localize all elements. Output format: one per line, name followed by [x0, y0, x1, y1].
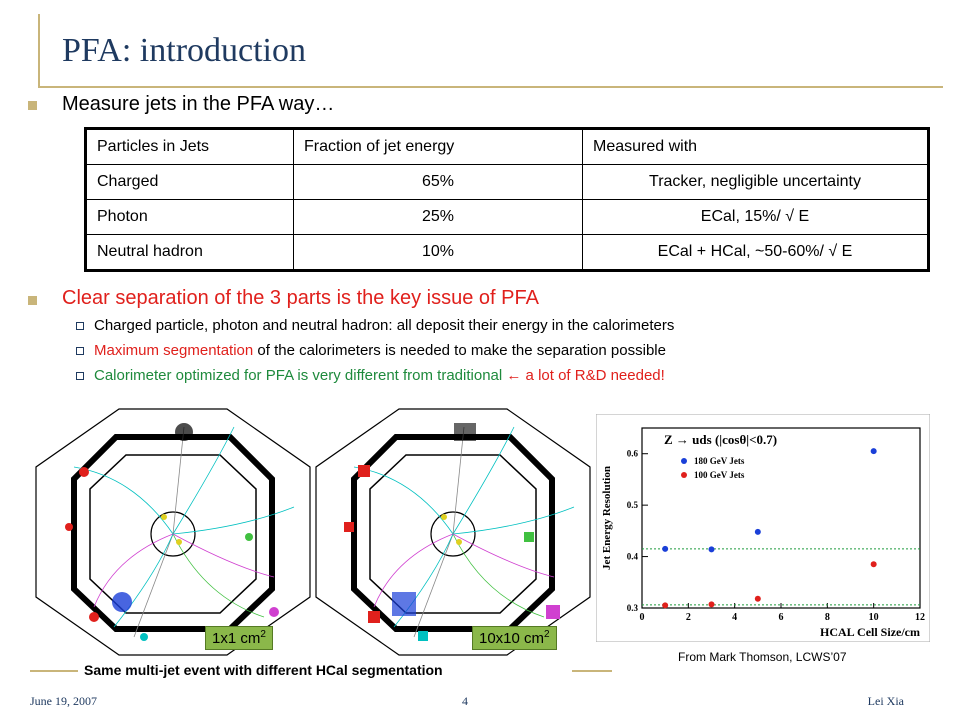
sub-bullet-segmentation: Maximum segmentation of the calorimeters… [76, 342, 666, 359]
caption-rule-right [572, 670, 612, 672]
sub-bullet-deposit: Charged particle, photon and neutral had… [76, 317, 674, 334]
x-tick-label: 10 [869, 612, 879, 623]
sub-bullet-optimized-red: a lot of R&D needed! [521, 367, 665, 384]
table-header-row: Particles in Jets Fraction of jet energy… [85, 128, 929, 165]
header-fraction: Fraction of jet energy [293, 128, 583, 165]
sub-bullet-box-icon [76, 321, 84, 330]
bullet-marker [28, 296, 37, 305]
figure-credit: From Mark Thomson, LCWS’07 [678, 650, 847, 664]
caption-rule-left [30, 670, 78, 672]
data-point [662, 602, 669, 609]
sub-bullet-deposit-text: Charged particle, photon and neutral had… [94, 317, 675, 334]
slide-title: PFA: introduction [62, 32, 306, 69]
cell-fraction: 10% [293, 234, 583, 271]
data-point [708, 546, 715, 553]
segmentation-label-coarse-text: 10x10 cm [479, 630, 545, 647]
left-arrow-icon: ← [506, 367, 522, 384]
sub-bullet-segmentation-red: Maximum segmentation [94, 342, 254, 359]
segmentation-label-fine-sup: 2 [260, 629, 266, 640]
title-accent-vertical [38, 14, 40, 88]
x-tick-label: 12 [915, 612, 925, 623]
sub-bullet-box-icon [76, 346, 84, 355]
x-tick-label: 0 [640, 612, 645, 623]
bullet-clear-separation: Clear separation of the 3 parts is the k… [62, 287, 539, 309]
segmentation-label-coarse: 10x10 cm2 [472, 626, 557, 650]
header-particles: Particles in Jets [85, 128, 294, 165]
bullet-marker [28, 101, 37, 110]
data-point [708, 601, 715, 608]
cell-measured: Tracker, negligible uncertainty [582, 164, 929, 200]
footer-date: June 19, 2007 [30, 694, 97, 708]
data-point [870, 561, 877, 568]
legend-label: 100 GeV Jets [694, 470, 745, 480]
chart-title: Z → uds (|cosθ|<0.7) [664, 432, 777, 447]
cell-fraction: 65% [293, 164, 583, 200]
sub-bullet-box-icon [76, 371, 84, 380]
data-point [754, 528, 761, 535]
legend-marker [681, 458, 687, 464]
data-point [754, 595, 761, 602]
segmentation-label-fine-text: 1x1 cm [212, 630, 261, 647]
cell-measured: ECal + HCal, ~50-60%/ √ E [582, 234, 929, 271]
x-tick-label: 6 [779, 612, 784, 623]
legend-marker [681, 472, 687, 478]
particle-table: Particles in Jets Fraction of jet energy… [84, 127, 930, 272]
x-tick-label: 8 [825, 612, 830, 623]
cell-particle: Neutral hadron [85, 234, 294, 271]
resolution-chart: Jet Energy Resolution HCAL Cell Size/cm … [596, 414, 930, 642]
table-row: Photon 25% ECal, 15%/ √ E [85, 199, 929, 235]
x-tick-label: 4 [732, 612, 737, 623]
event-display-fine [35, 408, 311, 656]
sub-bullet-segmentation-rest: of the calorimeters is needed to make th… [253, 342, 666, 359]
header-measured: Measured with [582, 128, 929, 165]
data-point [662, 545, 669, 552]
y-tick-label: 0.6 [627, 449, 639, 459]
cell-measured: ECal, 15%/ √ E [582, 199, 929, 235]
cell-fraction: 25% [293, 199, 583, 235]
bullet-measure-jets: Measure jets in the PFA way… [62, 93, 335, 115]
segmentation-label-fine: 1x1 cm2 [205, 626, 273, 650]
x-axis-label: HCAL Cell Size/cm [820, 625, 920, 639]
footer-author: Lei Xia [867, 694, 904, 708]
y-tick-label: 0.4 [627, 552, 639, 562]
table-row: Neutral hadron 10% ECal + HCal, ~50-60%/… [85, 234, 929, 271]
title-accent-horizontal [38, 86, 943, 88]
segmentation-label-coarse-sup: 2 [544, 629, 550, 640]
y-tick-label: 0.5 [627, 500, 639, 510]
data-point [870, 448, 877, 455]
y-axis-label: Jet Energy Resolution [601, 466, 613, 570]
cell-particle: Charged [85, 164, 294, 200]
sub-bullet-optimized-green: Calorimeter optimized for PFA is very di… [94, 367, 507, 384]
footer-page-number: 4 [462, 694, 468, 708]
event-display-coarse [315, 408, 591, 656]
legend-label: 180 GeV Jets [694, 456, 745, 466]
y-tick-label: 0.3 [627, 603, 639, 613]
x-tick-label: 2 [686, 612, 691, 623]
figure-caption: Same multi-jet event with different HCal… [84, 662, 443, 678]
sub-bullet-optimized: Calorimeter optimized for PFA is very di… [76, 367, 665, 384]
table-row: Charged 65% Tracker, negligible uncertai… [85, 164, 929, 200]
cell-particle: Photon [85, 199, 294, 235]
